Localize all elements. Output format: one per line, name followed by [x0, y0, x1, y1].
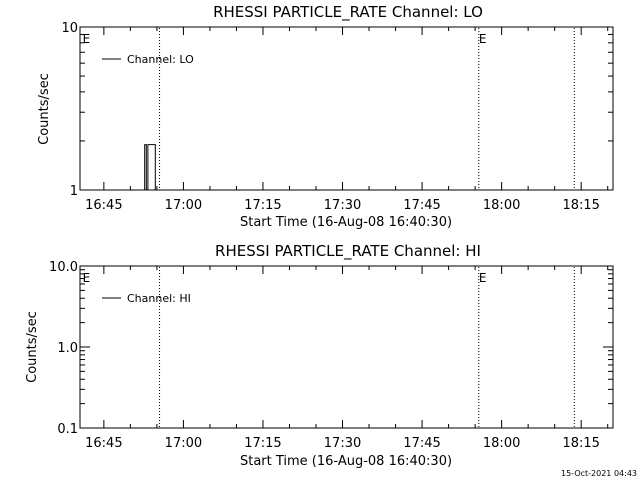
y-tick-label: 10 — [61, 21, 78, 36]
x-tick-label: 18:00 — [483, 198, 520, 213]
plot-frame — [79, 265, 614, 429]
eclipse-marker: E — [479, 32, 487, 46]
footer-timestamp: 15-Oct-2021 04:43 — [561, 469, 637, 478]
x-tick-label: 17:30 — [324, 436, 361, 451]
x-tick-label: 17:30 — [324, 198, 361, 213]
eclipse-marker: E — [479, 271, 487, 285]
chart-title: RHESSI PARTICLE_RATE Channel: LO — [213, 3, 483, 22]
x-axis-label: Start Time (16-Aug-08 16:40:30) — [240, 215, 452, 230]
tick-group: 16:45 17:00 17:15 17:30 17:45 18:00 18:15 1 10 — [61, 21, 613, 213]
panel-hi: RHESSI PARTICLE_RATE Channel: HI 16:45 17… — [25, 242, 614, 469]
chart-title: RHESSI PARTICLE_RATE Channel: HI — [215, 242, 481, 261]
x-axis-label: Start Time (16-Aug-08 16:40:30) — [240, 454, 452, 469]
tick-group: 16:45 17:00 17:15 17:30 17:45 18:00 18:15 0.1 1.… — [49, 260, 613, 451]
x-tick-label: 18:00 — [483, 436, 520, 451]
y-tick-label: 0.1 — [57, 422, 78, 437]
x-tick-label: 17:45 — [403, 198, 440, 213]
y-axis-label: Counts/sec — [25, 311, 40, 383]
x-tick-label: 17:15 — [244, 198, 281, 213]
x-tick-label: 18:15 — [562, 198, 599, 213]
series-line — [144, 144, 156, 191]
legend-label: Channel: LO — [127, 53, 194, 66]
x-tick-label: 18:15 — [562, 436, 599, 451]
y-tick-label: 1.0 — [57, 341, 78, 356]
plot-frame — [79, 26, 614, 191]
legend-label: Channel: HI — [127, 292, 191, 305]
x-tick-label: 17:15 — [244, 436, 281, 451]
panel-lo: RHESSI PARTICLE_RATE Channel: LO 16:45 17… — [37, 3, 614, 230]
series-group — [144, 144, 156, 191]
y-tick-label: 10.0 — [49, 260, 78, 275]
x-tick-label: 17:45 — [403, 436, 440, 451]
x-tick-label: 16:45 — [85, 198, 122, 213]
x-tick-label: 17:00 — [165, 198, 202, 213]
eclipse-marker: E — [83, 32, 91, 46]
y-tick-label: 1 — [70, 184, 78, 199]
eclipse-marker: E — [83, 271, 91, 285]
x-tick-label: 16:45 — [85, 436, 122, 451]
y-axis-label: Counts/sec — [37, 73, 52, 145]
x-tick-label: 17:00 — [165, 436, 202, 451]
